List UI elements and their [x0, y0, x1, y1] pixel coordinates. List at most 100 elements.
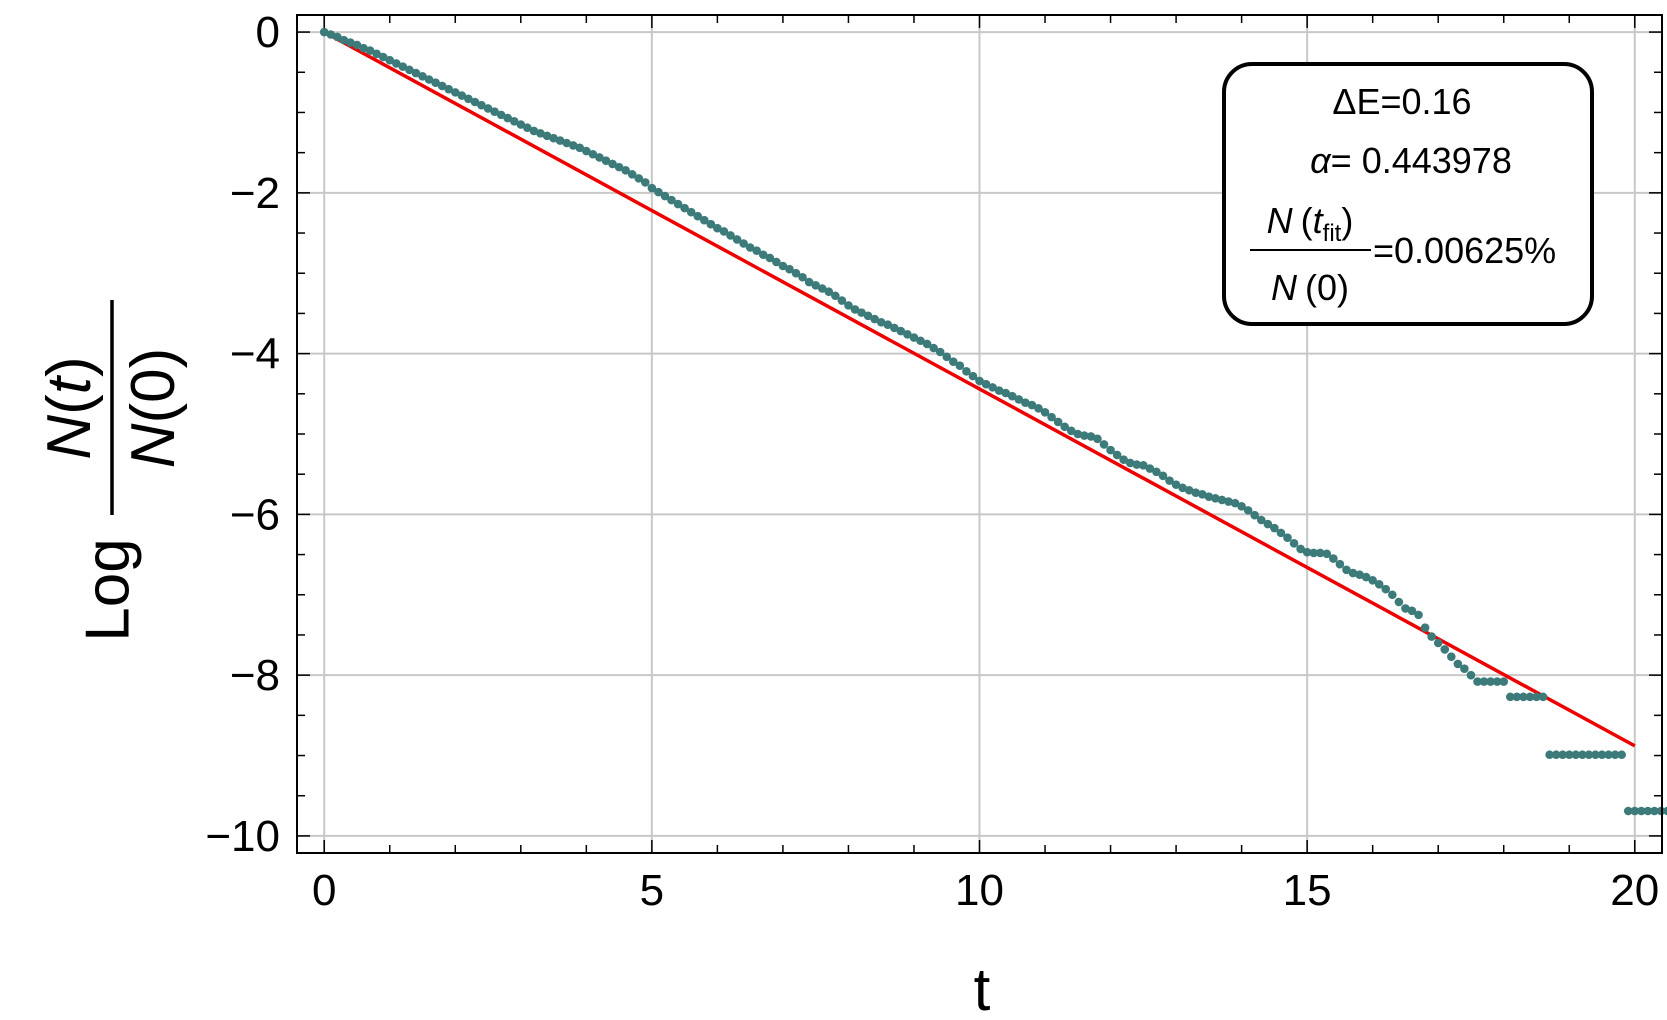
data-point	[575, 143, 585, 153]
data-point	[424, 75, 434, 84]
data-point	[909, 333, 919, 342]
data-point	[1433, 638, 1443, 648]
y-axis-denominator-n: N	[119, 423, 188, 468]
data-point	[1165, 476, 1174, 485]
data-point	[798, 272, 807, 282]
data-point	[916, 336, 925, 346]
data-point	[1112, 450, 1122, 460]
data-point	[490, 107, 499, 116]
data-point	[1197, 489, 1207, 499]
data-point	[1309, 548, 1318, 558]
annotation-fraction-value: =0.00625%	[1373, 230, 1556, 271]
y-axis-numerator-arg: t	[35, 374, 104, 394]
data-point	[627, 170, 637, 179]
data-point	[876, 317, 886, 327]
data-point	[444, 84, 454, 94]
data-point	[1053, 417, 1063, 427]
y-axis-denominator: N(0)	[119, 348, 188, 469]
data-point	[758, 250, 768, 260]
data-point	[1211, 494, 1220, 503]
data-point	[850, 305, 860, 314]
data-point	[372, 49, 381, 59]
data-point	[595, 153, 604, 162]
data-point	[942, 352, 952, 362]
data-point	[1617, 750, 1626, 760]
data-point	[1663, 806, 1667, 816]
data-point	[1466, 670, 1476, 680]
annotation-box: ΔE=0.16 α= 0.443978 N (tfit) N (0) =0.0062…	[1222, 62, 1594, 326]
data-point	[948, 357, 958, 366]
data-point	[457, 91, 467, 100]
data-point	[555, 136, 565, 145]
data-point	[778, 261, 788, 271]
data-point	[477, 100, 486, 110]
data-point	[1374, 580, 1384, 589]
data-point	[1080, 431, 1089, 440]
data-point	[804, 277, 814, 287]
data-point	[1256, 515, 1266, 525]
data-point	[582, 146, 591, 156]
data-point	[1394, 597, 1404, 607]
data-point	[1623, 806, 1633, 816]
data-point	[870, 314, 879, 324]
data-point	[680, 203, 689, 213]
annotation-alpha: α= 0.443978	[1310, 140, 1512, 181]
data-point	[1519, 692, 1528, 702]
data-point	[1184, 485, 1194, 495]
data-point	[562, 138, 571, 148]
data-point	[437, 81, 447, 91]
data-point	[1060, 422, 1069, 432]
data-point	[503, 113, 512, 123]
data-point	[1453, 659, 1463, 669]
y-axis-numerator-n: N	[35, 415, 104, 460]
data-point	[1630, 806, 1640, 816]
data-point	[673, 199, 683, 209]
fit-line-series	[323, 30, 1636, 748]
data-point	[1479, 677, 1489, 686]
data-point	[1217, 495, 1227, 505]
data-point	[536, 129, 545, 138]
data-point	[1106, 445, 1115, 455]
data-point	[405, 65, 414, 75]
data-point	[660, 191, 670, 201]
data-point	[968, 371, 978, 381]
data-point	[509, 117, 519, 126]
data-point	[339, 35, 349, 45]
data-point	[483, 104, 493, 113]
data-point	[1564, 750, 1574, 760]
data-point	[549, 133, 558, 143]
data-point	[732, 235, 742, 244]
data-point	[935, 347, 945, 357]
data-point	[1001, 388, 1011, 398]
data-point	[739, 239, 748, 248]
data-point	[726, 231, 735, 240]
data-point	[1086, 432, 1096, 441]
data-point	[1348, 568, 1358, 578]
data-point	[955, 361, 965, 370]
annotation-frame	[1222, 62, 1594, 326]
data-point	[1486, 677, 1495, 686]
data-point	[1145, 464, 1155, 473]
fit-line	[323, 30, 1636, 748]
x-tick-label: 15	[1283, 866, 1332, 915]
data-point	[1073, 429, 1083, 439]
data-point	[516, 120, 526, 129]
data-point	[1355, 570, 1364, 579]
data-point	[962, 367, 971, 376]
data-point	[857, 308, 866, 317]
data-point	[385, 55, 395, 65]
x-tick-label: 0	[312, 866, 336, 915]
x-tick-label: 10	[955, 866, 1004, 915]
data-point	[464, 94, 473, 104]
data-point	[706, 219, 716, 229]
annotation-alpha-symbol: α	[1310, 140, 1332, 181]
minor-ticks	[298, 16, 1661, 852]
data-point	[699, 215, 709, 225]
data-point	[791, 268, 801, 278]
data-point	[1460, 664, 1469, 674]
data-point	[1021, 398, 1030, 407]
data-point	[863, 311, 873, 321]
data-point	[765, 253, 775, 263]
data-point	[1538, 692, 1548, 702]
